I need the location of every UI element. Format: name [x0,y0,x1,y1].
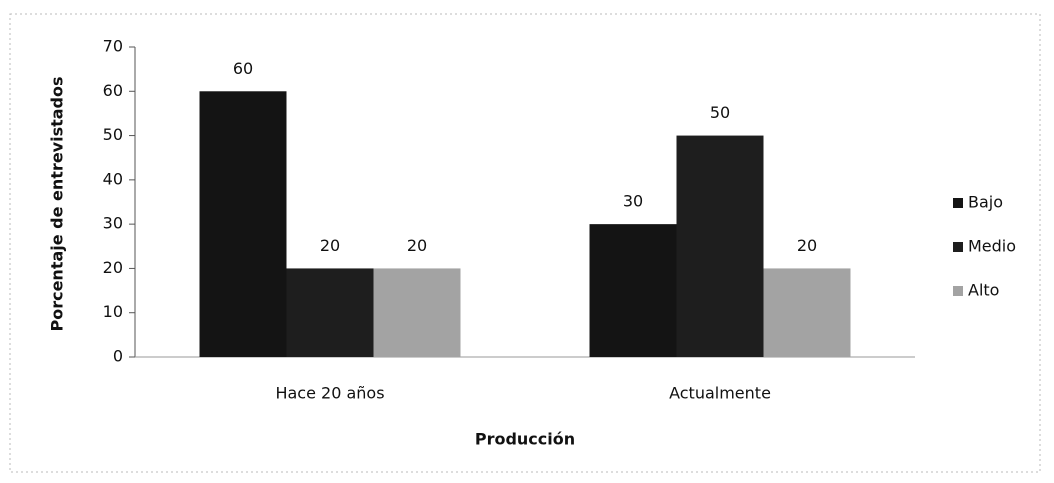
bar [286,268,374,357]
y-tick-label: 70 [103,37,123,56]
y-tick-label: 40 [103,169,123,188]
value-label: 20 [320,236,340,255]
bar [199,91,287,358]
y-tick-label: 30 [103,214,123,233]
value-label: 50 [710,103,730,122]
bar [676,135,764,357]
legend-label: Bajo [968,193,1003,212]
y-tick-label: 10 [103,302,123,321]
legend-label: Medio [968,237,1016,256]
y-axis-title: Porcentaje de entrevistados [48,76,67,331]
y-tick-label: 0 [113,347,123,366]
value-label: 60 [233,59,253,78]
x-axis-title: Producción [475,430,575,449]
y-tick-label: 20 [103,258,123,277]
value-label: 20 [407,236,427,255]
bar [373,268,461,357]
chart-border [9,13,1041,473]
legend-swatch [953,198,963,208]
bar [763,268,851,357]
y-tick-label: 60 [103,81,123,100]
x-tick-label: Hace 20 años [275,384,384,403]
bar [589,224,677,357]
legend-label: Alto [968,281,999,300]
x-tick-label: Actualmente [669,384,771,403]
value-label: 30 [623,192,643,211]
legend-swatch [953,242,963,252]
legend-swatch [953,286,963,296]
value-label: 20 [797,236,817,255]
y-tick-label: 50 [103,125,123,144]
